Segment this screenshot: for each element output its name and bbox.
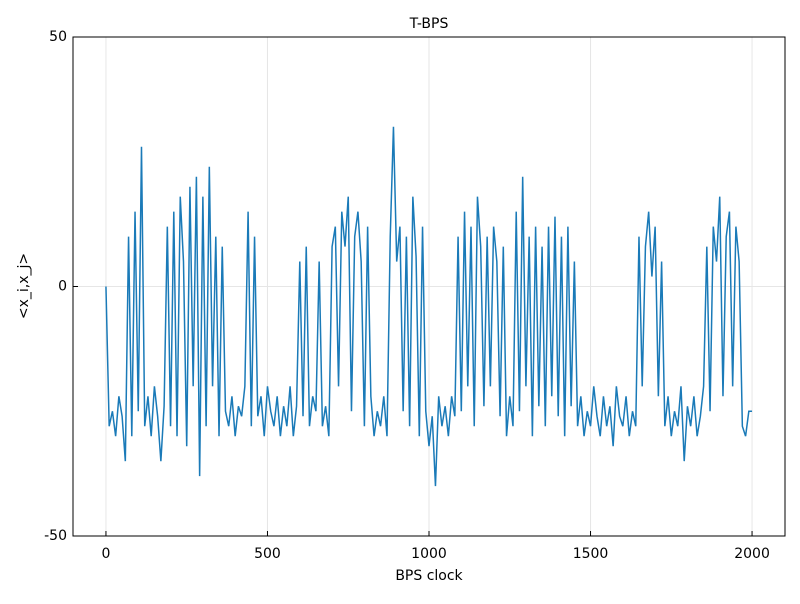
y-tick-label: -50 [44, 528, 67, 544]
plot-frame [72, 36, 786, 537]
y-tick-label: 0 [58, 279, 67, 295]
x-axis-label: BPS clock [395, 568, 463, 584]
x-tick-label: 500 [254, 546, 281, 562]
x-tick-label: 1000 [411, 546, 447, 562]
data-line [105, 126, 753, 487]
x-tick-label: 0 [101, 546, 110, 562]
x-tick-label: 1500 [573, 546, 609, 562]
y-axis-label: <x_i,x_j> [16, 253, 32, 319]
x-tick-label: 2000 [734, 546, 770, 562]
y-tick-label: 50 [49, 29, 67, 45]
chart-title: T-BPS [409, 16, 449, 32]
